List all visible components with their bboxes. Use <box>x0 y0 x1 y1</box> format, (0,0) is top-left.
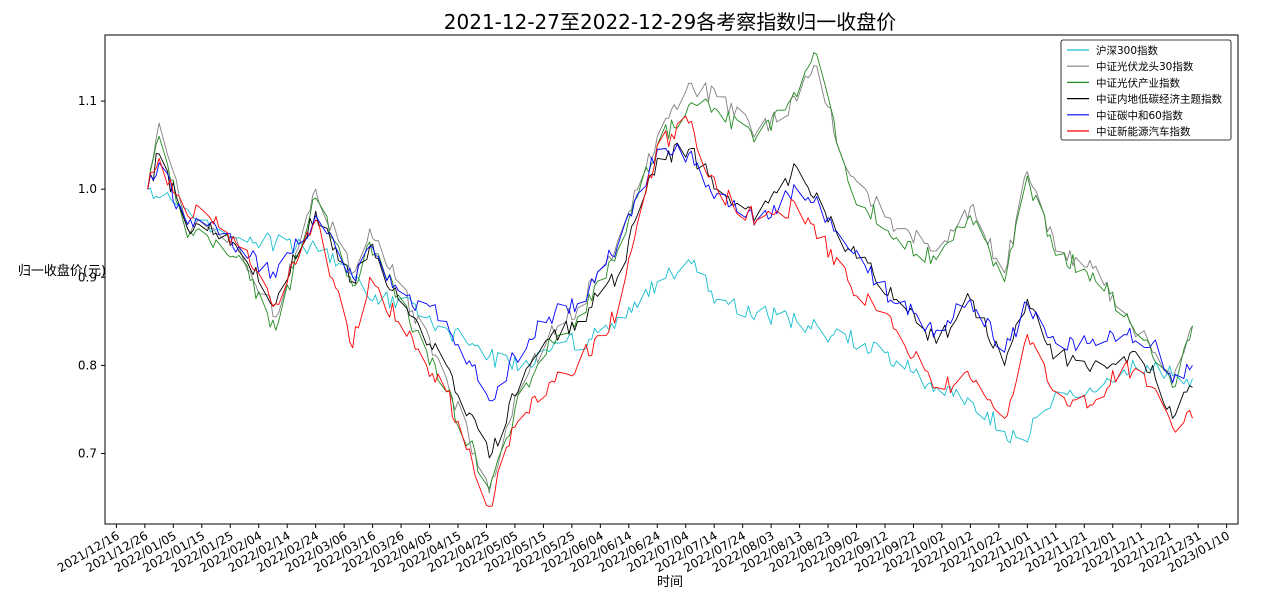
plot-frame <box>104 34 1239 525</box>
legend-label: 中证内地低碳经济主题指数 <box>1096 93 1222 106</box>
y-tick-label: 1.0 <box>78 182 97 196</box>
legend: 沪深300指数中证光伏龙头30指数中证光伏产业指数中证内地低碳经济主题指数中证碳… <box>1060 39 1232 141</box>
y-tick-label: 0.7 <box>78 447 97 461</box>
x-axis-title: 时间 <box>657 575 683 590</box>
chart-title: 2021-12-27至2022-12-29各考察指数归一收盘价 <box>444 10 896 34</box>
series-line-2 <box>147 65 1193 494</box>
legend-label: 中证新能源汽车指数 <box>1096 125 1191 138</box>
series-line-4 <box>147 142 1193 459</box>
legend-label: 中证碳中和60指数 <box>1096 109 1183 122</box>
series-layer <box>147 52 1193 507</box>
legend-box <box>1060 39 1232 141</box>
y-axis: 0.7 0.8 0.9 1.0 1.1 <box>78 94 105 461</box>
series-line-1 <box>147 187 1193 444</box>
legend-label: 中证光伏产业指数 <box>1096 76 1180 89</box>
series-line-6 <box>147 115 1193 507</box>
series-line-5 <box>147 143 1193 402</box>
series-line-3 <box>147 52 1193 490</box>
y-tick-label: 1.1 <box>78 94 97 108</box>
x-axis: 2021/12/162021/12/262022/01/052022/01/15… <box>55 524 1232 575</box>
legend-label: 沪深300指数 <box>1096 44 1159 57</box>
y-axis-title: 归一收盘价(元) <box>18 263 106 279</box>
y-tick-label: 0.9 <box>78 270 97 284</box>
y-tick-label: 0.8 <box>78 358 97 372</box>
legend-label: 中证光伏龙头30指数 <box>1096 60 1194 73</box>
